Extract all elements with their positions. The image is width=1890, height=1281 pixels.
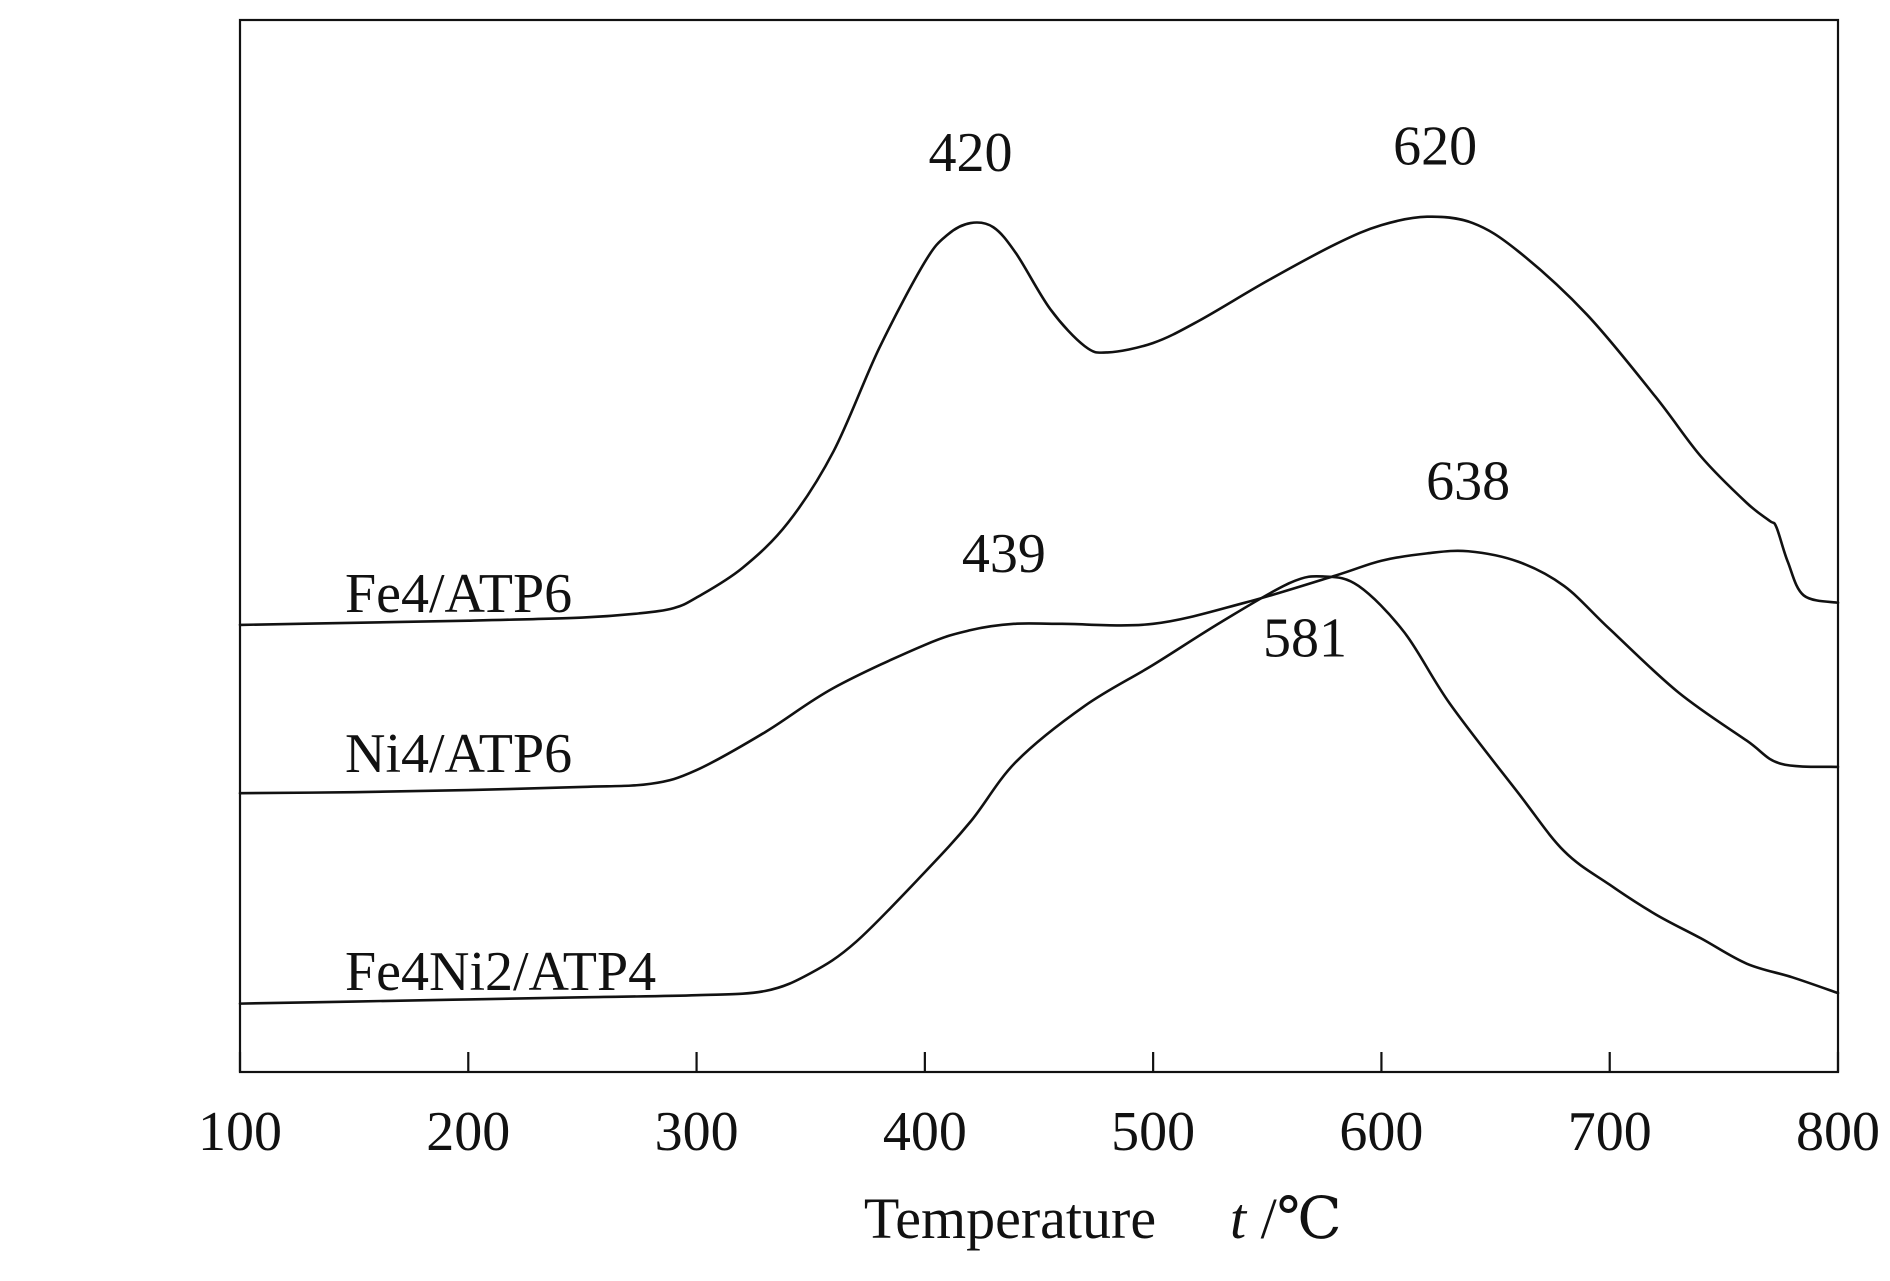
- peak-label-620: 620: [1393, 116, 1477, 178]
- series-label-fe4-atp6: Fe4/ATP6: [345, 563, 572, 625]
- x-tick-label-300: 300: [655, 1101, 739, 1163]
- x-axis-unit: t /℃: [1230, 1186, 1342, 1251]
- series-line-fe4-atp6: [238, 215, 1840, 627]
- series-line-fe4ni2-atp4: [238, 574, 1840, 1005]
- peak-label-638: 638: [1426, 450, 1510, 512]
- peak-label-420: 420: [929, 122, 1013, 184]
- x-tick-label-700: 700: [1568, 1101, 1652, 1163]
- x-tick-label-200: 200: [426, 1101, 510, 1163]
- series-labels: Fe4/ATP6 Ni4/ATP6 Fe4Ni2/ATP4: [345, 563, 656, 1003]
- x-axis-ticks: [238, 1052, 1840, 1072]
- peak-label-439: 439: [962, 523, 1046, 585]
- series-label-fe4ni2-atp4: Fe4Ni2/ATP4: [345, 941, 656, 1003]
- x-axis-unit-variable: t: [1230, 1186, 1248, 1251]
- series-label-ni4-atp6: Ni4/ATP6: [345, 723, 572, 785]
- peak-annotations: 420 620 439 638 581: [929, 116, 1511, 670]
- x-tick-label-500: 500: [1111, 1101, 1195, 1163]
- x-tick-label-100: 100: [198, 1101, 282, 1163]
- x-tick-label-400: 400: [883, 1101, 967, 1163]
- x-axis-unit-symbol: /℃: [1246, 1186, 1342, 1251]
- x-axis-title: Temperature: [864, 1186, 1156, 1251]
- x-tick-label-800: 800: [1796, 1101, 1880, 1163]
- x-axis-tick-labels: 100 200 300 400 500 600 700 800: [198, 1101, 1880, 1163]
- series-lines: [238, 215, 1840, 1005]
- series-line-ni4-atp6: [238, 549, 1840, 795]
- x-tick-label-600: 600: [1339, 1101, 1423, 1163]
- plot-frame: [238, 18, 1840, 1074]
- peak-label-581: 581: [1263, 608, 1347, 670]
- plot-border: [238, 18, 1840, 1074]
